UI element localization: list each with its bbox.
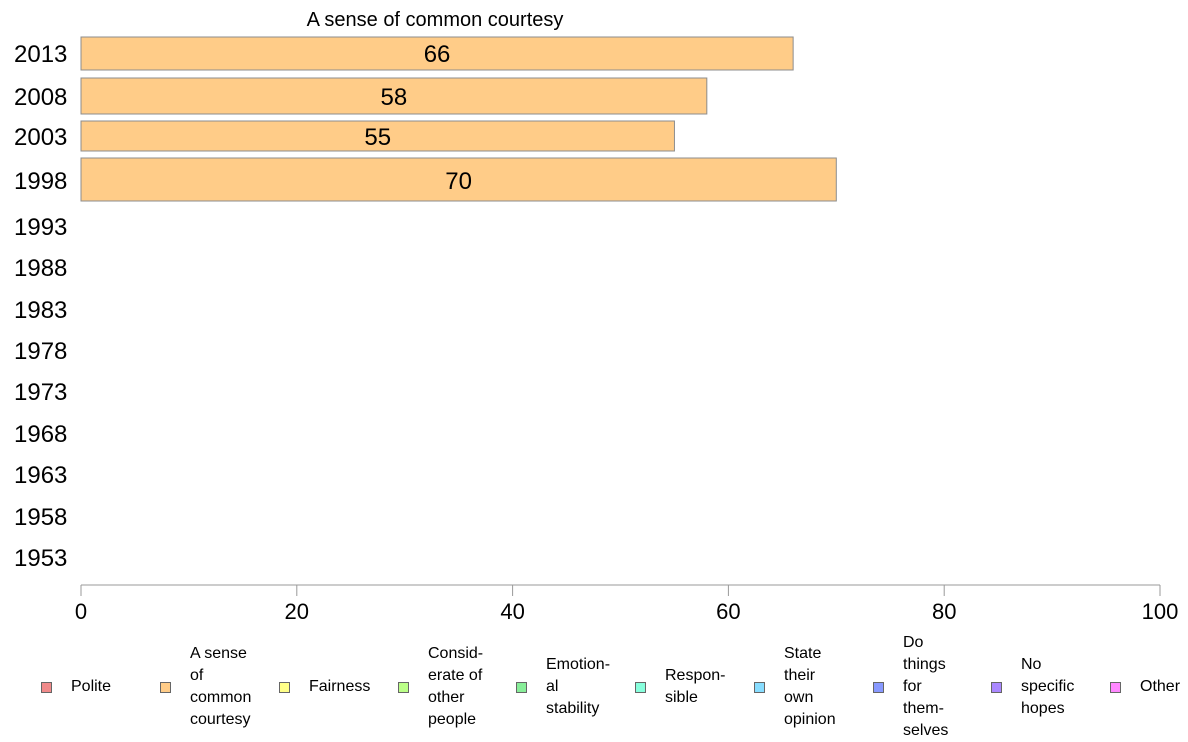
- legend-item: Emotion- al stability: [516, 654, 610, 720]
- y-tick-label-1983: 1983: [14, 297, 67, 324]
- legend-swatch: [635, 681, 646, 693]
- x-tick-label-60: 60: [716, 599, 740, 624]
- data-label-2013: 66: [424, 41, 451, 68]
- legend-label: Respon- sible: [665, 667, 726, 706]
- x-tick-label-0: 0: [75, 599, 87, 624]
- legend-swatch: [873, 681, 884, 693]
- data-label-2008: 58: [381, 84, 408, 111]
- y-tick-label-1968: 1968: [14, 421, 67, 448]
- legend-item: Respon- sible: [635, 665, 725, 709]
- legend-item: A sense of common courtesy: [160, 643, 251, 731]
- legend-swatch: [279, 681, 290, 693]
- legend-item: Do things for them- selves: [873, 632, 948, 742]
- legend-item: Polite: [41, 676, 111, 698]
- y-tick-label-1993: 1993: [14, 214, 67, 241]
- legend-label: Other: [1140, 678, 1181, 695]
- legend-label: Fairness: [309, 678, 371, 695]
- y-tick-label-2013: 2013: [14, 41, 67, 68]
- bar-2003: [80, 120, 675, 152]
- y-tick-label-1988: 1988: [14, 255, 67, 282]
- legend-label: State their own opinion: [784, 645, 836, 728]
- y-tick-label-1953: 1953: [14, 545, 67, 572]
- x-tick-label-100: 100: [1142, 599, 1179, 624]
- legend-label: A sense of common courtesy: [190, 645, 252, 728]
- legend-label: Polite: [71, 678, 112, 695]
- y-tick-label-1998: 1998: [14, 168, 67, 195]
- y-tick-label-1978: 1978: [14, 338, 67, 365]
- legend-swatch: [1110, 681, 1121, 693]
- legend-item: Consid- erate of other people: [398, 643, 483, 731]
- legend-item: Fairness: [279, 676, 370, 698]
- y-tick-label-2003: 2003: [14, 124, 67, 151]
- x-tick-label-40: 40: [500, 599, 524, 624]
- legend-swatch: [991, 681, 1002, 693]
- legend-swatch: [754, 681, 765, 693]
- y-tick-label-1963: 1963: [14, 462, 67, 489]
- bar-chart: A sense of common courtesy 66 58 55 70 2013…: [14, 9, 1179, 624]
- legend-label: Do things for them- selves: [903, 634, 949, 739]
- legend-item: State their own opinion: [754, 643, 836, 731]
- legend-item: No specific hopes: [991, 654, 1074, 720]
- y-tick-label-2008: 2008: [14, 84, 67, 111]
- legend-swatch: [516, 681, 527, 693]
- legend-label: No specific hopes: [1021, 656, 1075, 717]
- legend-item: Other: [1110, 676, 1180, 698]
- bar-1998: [80, 157, 837, 202]
- x-tick-label-80: 80: [932, 599, 956, 624]
- legend-label: Emotion- al stability: [546, 656, 611, 717]
- x-tick-label-20: 20: [285, 599, 309, 624]
- legend-swatch: [398, 681, 409, 693]
- legend-swatch: [160, 681, 171, 693]
- legend-swatch: [41, 681, 52, 693]
- chart-title: A sense of common courtesy: [307, 9, 564, 31]
- data-label-2003: 55: [364, 124, 391, 151]
- data-label-1998: 70: [445, 168, 472, 195]
- legend: Polite A sense of common courtesy Fairness…: [0, 632, 1188, 739]
- bar-2013: [80, 36, 794, 71]
- y-tick-label-1958: 1958: [14, 504, 67, 531]
- y-tick-label-1973: 1973: [14, 379, 67, 406]
- bar-2008: [80, 77, 708, 115]
- legend-label: Consid- erate of other people: [428, 645, 484, 728]
